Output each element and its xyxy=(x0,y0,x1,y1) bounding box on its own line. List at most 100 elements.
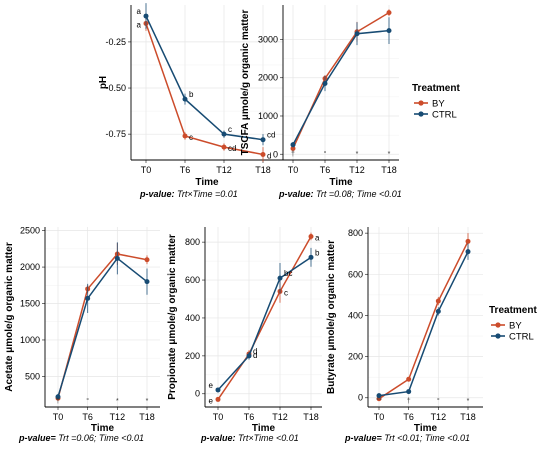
plot-area xyxy=(205,227,322,407)
panel-acetate: 500 1000 1500 2000 2500 T0 T6 T12 T18 † ° * * Time Ace… xyxy=(4,226,160,443)
x-tick-label: T18 xyxy=(460,412,476,422)
series-line-ctrl xyxy=(217,256,312,391)
legend-label-by: BY xyxy=(509,321,522,332)
legend-title: Treatment xyxy=(412,83,460,94)
p-value-label: p-value= xyxy=(344,433,383,443)
data-point-by xyxy=(406,376,412,382)
y-tick-label: 600 xyxy=(348,269,363,279)
legend-bottom: Treatment BY CTRL xyxy=(489,305,537,343)
y-tick-label: 1000 xyxy=(258,111,278,121)
y-tick-label: 3000 xyxy=(258,34,278,44)
data-point-ctrl xyxy=(406,389,412,395)
y-tick-label: -0.25 xyxy=(105,37,126,47)
data-point-ctrl xyxy=(435,308,441,314)
y-tick-label: 400 xyxy=(348,310,363,320)
data-point-by xyxy=(435,298,441,304)
panel-tscfa: 0 1000 2000 3000 T0 T6 T12 T18 † ° * * Time TSCFA μmo… xyxy=(240,5,402,199)
significance-letter: cd xyxy=(267,131,275,140)
x-tick-label: T18 xyxy=(381,165,397,175)
p-value-caption: p-value: Trt×Time =0.01 xyxy=(139,189,238,199)
x-tick-label: T12 xyxy=(216,165,232,175)
significance-letter: d xyxy=(253,347,257,356)
legend-marker-ctrl xyxy=(495,333,501,339)
p-value-caption: p-value: Trt =0.08; Time <0.01 xyxy=(278,189,402,199)
x-tick-label: T6 xyxy=(180,165,191,175)
p-value-label: p-value: xyxy=(139,189,175,199)
series-line-ctrl xyxy=(145,15,264,141)
series-line-ctrl xyxy=(292,29,390,146)
data-point-by xyxy=(386,10,392,16)
significance-mark: ° xyxy=(324,150,327,158)
legend-label-ctrl: CTRL xyxy=(432,110,457,121)
data-point-by xyxy=(290,146,296,152)
y-tick-label: 2500 xyxy=(20,226,40,236)
data-point-ctrl xyxy=(376,393,382,399)
significance-letter: d xyxy=(267,151,271,160)
x-tick-label: T18 xyxy=(303,412,319,422)
p-value-text: Trt =0.08; Time <0.01 xyxy=(314,189,402,199)
x-tick-label: T0 xyxy=(374,412,385,422)
x-tick-label: T0 xyxy=(213,412,224,422)
panel-propionate: 0 200 400 600 800 T0 T6 T12 T18 e d c a e d bc b Time Prop… xyxy=(167,227,322,443)
x-axis-label: Time xyxy=(195,177,219,188)
y-tick-label: 1000 xyxy=(20,335,40,345)
legend-top: Treatment BY CTRL xyxy=(412,83,460,121)
significance-letter: bc xyxy=(284,269,292,278)
y-tick-label: 200 xyxy=(185,351,200,361)
y-tick-label: 400 xyxy=(185,313,200,323)
data-point-ctrl xyxy=(144,279,150,285)
x-axis-label: Time xyxy=(91,423,115,434)
significance-mark: * xyxy=(356,151,359,158)
significance-letter: a xyxy=(315,233,320,242)
data-point-ctrl xyxy=(182,96,188,102)
significance-letter: e xyxy=(209,396,214,405)
p-value-caption: p-value= Trt =0.06; Time <0.01 xyxy=(18,433,144,443)
significance-letter: c xyxy=(284,288,288,297)
data-point-by xyxy=(144,257,150,263)
y-tick-label: 800 xyxy=(185,237,200,247)
significance-mark: † xyxy=(56,398,60,405)
data-point-by xyxy=(465,238,471,244)
series-line-by xyxy=(378,241,469,400)
p-value-text: Trt <0.01; Time <0.01 xyxy=(382,433,470,443)
panel-butyrate: 0 200 400 600 800 T0 T6 T12 T18 °° † ° * Time Butyrate… xyxy=(326,227,483,443)
data-point-ctrl xyxy=(354,31,360,37)
data-point-ctrl xyxy=(290,142,296,148)
x-tick-label: T0 xyxy=(53,412,64,422)
p-value-text: Trt =0.06; Time <0.01 xyxy=(56,433,144,443)
y-tick-label: -0.50 xyxy=(105,83,126,93)
significance-letter: a xyxy=(137,20,142,29)
significance-letter: c xyxy=(228,125,232,134)
significance-letter: e xyxy=(209,381,214,390)
p-value-label: p-value: xyxy=(278,189,314,199)
series-line-by xyxy=(145,23,264,156)
x-tick-label: T12 xyxy=(349,165,365,175)
data-point-ctrl xyxy=(221,131,227,137)
plot-area xyxy=(368,227,483,407)
p-value-caption: p-value= Trt <0.01; Time <0.01 xyxy=(344,433,470,443)
data-point-by xyxy=(215,396,221,402)
significance-mark: * xyxy=(116,398,119,405)
y-tick-label: 600 xyxy=(185,275,200,285)
y-tick-label: 800 xyxy=(348,228,363,238)
p-value-text: Trt×Time =0.01 xyxy=(175,189,238,199)
data-point-ctrl xyxy=(465,249,471,255)
data-point-ctrl xyxy=(143,13,149,19)
x-tick-label: T0 xyxy=(288,165,299,175)
p-value-label: p-value= xyxy=(18,433,57,443)
x-tick-label: T0 xyxy=(141,165,152,175)
y-tick-label: 2000 xyxy=(20,262,40,272)
y-tick-label: 2000 xyxy=(258,73,278,83)
x-tick-label: T6 xyxy=(82,412,93,422)
x-axis-label: Time xyxy=(252,423,276,434)
series-line-ctrl xyxy=(57,257,148,398)
x-tick-label: T12 xyxy=(272,412,288,422)
y-tick-label: 500 xyxy=(25,371,40,381)
series-line-by xyxy=(57,253,148,399)
y-tick-label: 0 xyxy=(273,149,278,159)
x-tick-label: T6 xyxy=(244,412,255,422)
legend-marker-by xyxy=(495,322,501,328)
x-tick-label: T12 xyxy=(431,412,447,422)
data-point-ctrl xyxy=(246,353,252,359)
